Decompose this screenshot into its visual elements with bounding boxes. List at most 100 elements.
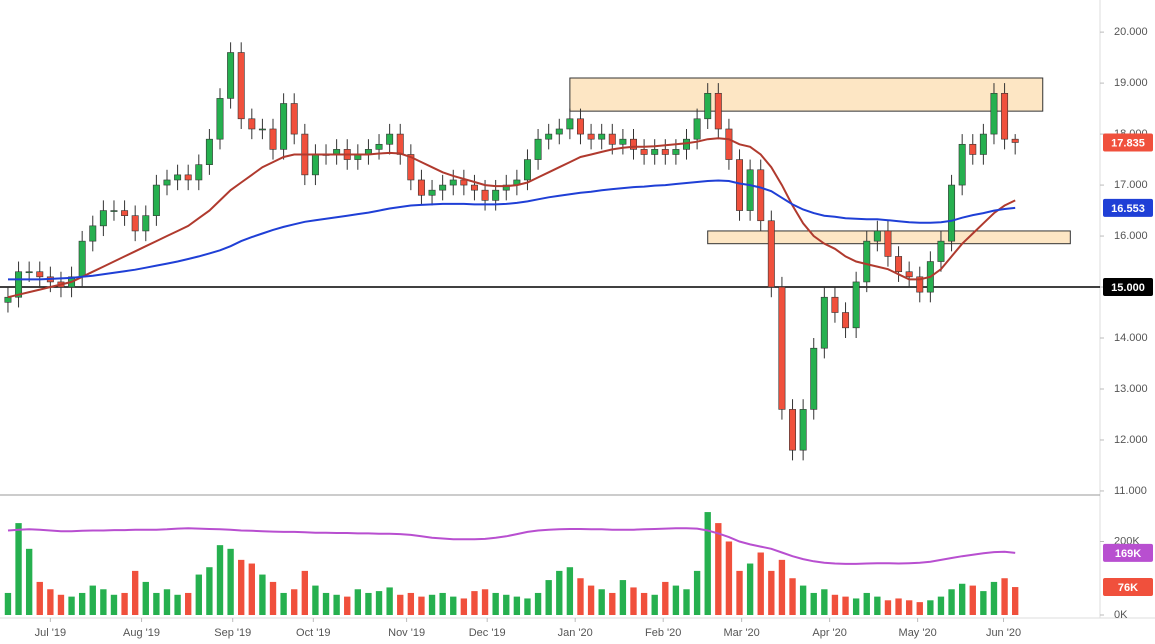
- volume-bar: [216, 545, 224, 615]
- x-tick-label: Nov '19: [388, 627, 425, 639]
- volume-bar: [778, 559, 786, 615]
- volume-bar: [513, 596, 521, 615]
- candle-body: [534, 138, 542, 160]
- x-tick-label: Aug '19: [123, 627, 160, 639]
- candle-body: [396, 133, 404, 155]
- volume-bar: [948, 589, 955, 615]
- volume-bar: [322, 592, 330, 615]
- x-tick-label: Apr '20: [812, 627, 847, 639]
- volume-bar: [683, 589, 690, 615]
- volume-bar: [4, 592, 12, 615]
- candle-body: [863, 240, 871, 283]
- volume-bar: [587, 585, 595, 615]
- candle-body: [195, 164, 203, 181]
- volume-bar: [619, 580, 627, 615]
- candle-body: [470, 184, 478, 191]
- candle-body: [311, 154, 319, 176]
- candle-body: [131, 215, 139, 232]
- y-tick-label: 20.000: [1114, 26, 1148, 38]
- candle-body: [417, 179, 425, 196]
- last-price-tag-box: [1103, 133, 1153, 152]
- volume-bar: [577, 578, 584, 615]
- volume-average-tag: 169K: [1115, 548, 1141, 560]
- x-tick-label: Dec '19: [469, 627, 506, 639]
- volume-bar: [969, 585, 976, 615]
- volume-bar: [386, 587, 393, 615]
- volume-bar: [566, 567, 574, 615]
- candle-body: [248, 118, 256, 130]
- volume-bar: [407, 592, 415, 615]
- candle-body: [672, 149, 680, 155]
- candle-body: [640, 149, 648, 155]
- candle-body: [630, 138, 637, 150]
- volume-bar: [460, 598, 468, 615]
- volume-bar: [884, 600, 892, 615]
- volume-bar: [768, 570, 775, 615]
- volume-bar: [725, 541, 733, 615]
- candle-body: [523, 159, 531, 181]
- volume-bar: [68, 596, 75, 615]
- candle-body: [767, 220, 775, 288]
- volume-bar: [937, 596, 945, 615]
- volume-bar: [163, 589, 171, 615]
- candle-body: [789, 409, 797, 451]
- volume-bar: [110, 594, 118, 615]
- volume-bar: [185, 592, 192, 615]
- volume-bar: [248, 563, 255, 615]
- volume-bar: [874, 596, 881, 615]
- volume-bar: [206, 567, 213, 615]
- volume-bar: [810, 592, 817, 615]
- candle-body: [661, 149, 669, 155]
- candle-body: [502, 184, 510, 191]
- x-tick-label: Sep '19: [214, 627, 251, 639]
- candle-body: [237, 52, 245, 120]
- candle-body: [152, 184, 160, 216]
- candle-body: [375, 143, 383, 150]
- candle-body: [948, 184, 956, 242]
- candle-body: [566, 118, 574, 130]
- volume-bar: [990, 581, 998, 615]
- volume-bar: [312, 585, 319, 615]
- volume-bar: [916, 602, 923, 615]
- candle-body: [142, 215, 150, 232]
- volume-bar: [662, 581, 669, 615]
- candle-body: [736, 159, 743, 211]
- y-tick-label: 17.000: [1114, 179, 1148, 191]
- volume-bar: [153, 592, 160, 615]
- candle-body: [280, 103, 288, 150]
- last-volume-tag-box: [1103, 578, 1153, 597]
- y-tick-label: 13.000: [1114, 383, 1148, 395]
- candle-body: [916, 276, 924, 293]
- volume-bar: [863, 592, 870, 615]
- x-tick-label: Jan '20: [558, 627, 593, 639]
- volume-bar: [842, 596, 849, 615]
- volume-bar: [174, 594, 181, 615]
- moving-average-line: [7, 137, 1016, 299]
- volume-bar: [799, 585, 807, 615]
- volume-bar: [269, 581, 277, 615]
- volume-bar: [36, 581, 43, 615]
- volume-average-tag-box: [1103, 543, 1153, 562]
- volume-bar: [333, 594, 340, 615]
- moving-average-line: [8, 179, 1016, 281]
- candle-body: [15, 271, 23, 298]
- candle-body: [545, 133, 553, 140]
- volume-bar: [746, 563, 754, 615]
- candle-body: [99, 210, 107, 227]
- volume-bar: [15, 523, 22, 615]
- candle-body: [608, 133, 616, 145]
- candle-body: [884, 230, 892, 257]
- x-tick-label: Jul '19: [35, 627, 66, 639]
- y-tick-label: 16.000: [1114, 230, 1148, 242]
- candle-body: [842, 312, 850, 329]
- volume-bar: [693, 570, 701, 615]
- candle-body: [1011, 138, 1019, 143]
- candle-body: [810, 347, 818, 410]
- candle-body: [555, 128, 563, 135]
- volume-bar: [301, 570, 308, 615]
- volume-bar: [598, 589, 605, 615]
- zone: [569, 77, 1044, 112]
- volume-bar: [980, 591, 987, 615]
- volume-average-line: [7, 527, 1016, 565]
- candle-body: [979, 133, 987, 155]
